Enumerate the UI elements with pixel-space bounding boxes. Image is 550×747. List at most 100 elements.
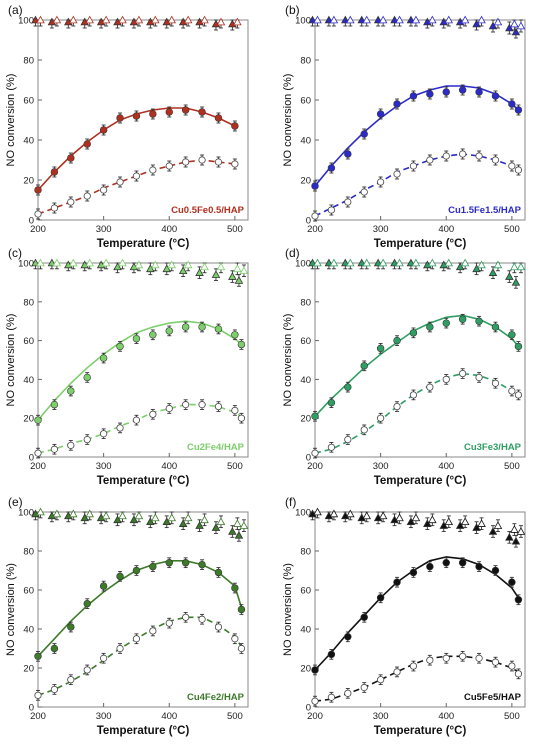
- data-point-filled-circle: [50, 168, 59, 176]
- data-point-filled-triangle: [357, 258, 366, 267]
- series-triangle-open: [313, 15, 526, 33]
- data-point-open-circle: [50, 445, 59, 453]
- series-circle-open: [34, 611, 246, 701]
- data-point-open-circle: [165, 619, 173, 627]
- x-axis-label: Temperature (°C): [374, 238, 467, 250]
- data-point-open-circle: [50, 685, 59, 694]
- data-point-open-triangle: [313, 258, 322, 267]
- data-point-filled-circle: [360, 613, 368, 621]
- series-circle-filled: [311, 557, 523, 676]
- data-point-open-triangle: [52, 15, 62, 24]
- series-circle-open: [311, 148, 523, 222]
- data-point-open-triangle: [395, 15, 404, 24]
- data-point-filled-circle: [327, 164, 336, 172]
- data-point-filled-circle: [34, 416, 42, 424]
- data-point-open-circle: [442, 152, 450, 160]
- series-triangle-filled: [31, 509, 244, 542]
- data-point-open-triangle: [101, 258, 111, 267]
- data-point-open-circle: [459, 150, 467, 158]
- data-point-open-circle: [475, 654, 483, 662]
- data-point-open-circle: [67, 441, 75, 449]
- data-point-filled-triangle: [406, 15, 416, 24]
- data-point-filled-triangle: [390, 15, 399, 24]
- data-point-filled-triangle: [308, 15, 317, 24]
- x-tick-label: 300: [96, 224, 112, 235]
- data-point-filled-triangle: [406, 258, 416, 267]
- panel-label: (e): [8, 495, 23, 509]
- series-circle-filled: [34, 104, 239, 196]
- data-point-filled-circle: [344, 150, 352, 158]
- data-point-filled-circle: [67, 623, 75, 631]
- y-tick-label: 0: [306, 453, 311, 464]
- data-point-open-triangle: [516, 21, 526, 30]
- series-triangle-filled: [308, 15, 521, 39]
- data-point-open-circle: [182, 401, 190, 409]
- data-point-filled-circle: [237, 340, 246, 349]
- x-tick-label: 300: [373, 224, 389, 235]
- data-point-open-triangle: [510, 262, 519, 271]
- y-tick-label: 20: [23, 414, 34, 425]
- sample-label: Cu1.5Fe1.5/HAP: [448, 205, 522, 216]
- data-point-open-triangle: [411, 15, 421, 24]
- series-circle-filled: [311, 313, 523, 422]
- data-point-open-triangle: [477, 15, 486, 24]
- data-point-filled-circle: [83, 140, 91, 148]
- data-point-open-triangle: [362, 258, 371, 267]
- plot-frame: [37, 19, 249, 221]
- data-point-open-triangle: [493, 17, 503, 26]
- data-point-filled-circle: [149, 562, 157, 571]
- data-point-open-circle: [377, 178, 385, 186]
- panel-label: (c): [8, 246, 22, 260]
- data-point-open-circle: [327, 443, 336, 451]
- data-point-open-circle: [491, 156, 500, 164]
- y-axis-label: NO conversion (%): [5, 74, 17, 167]
- data-point-open-circle: [344, 689, 352, 697]
- data-point-filled-triangle: [341, 258, 350, 267]
- data-point-filled-triangle: [129, 515, 139, 524]
- y-tick-label: 0: [306, 216, 311, 227]
- x-tick-label: 400: [161, 224, 177, 235]
- data-point-open-circle: [237, 414, 246, 422]
- data-point-open-triangle: [134, 511, 144, 520]
- data-point-filled-triangle: [324, 258, 334, 267]
- data-point-open-triangle: [167, 15, 177, 24]
- data-point-open-circle: [327, 206, 336, 214]
- panel-label: (b): [285, 3, 300, 17]
- data-point-filled-circle: [181, 106, 190, 114]
- data-point-filled-circle: [491, 92, 500, 100]
- data-point-open-circle: [327, 693, 336, 701]
- data-point-open-circle: [311, 212, 319, 220]
- plot-frame: [314, 19, 526, 221]
- fit-curve-dashed: [37, 616, 243, 697]
- data-point-filled-triangle: [31, 15, 40, 24]
- data-point-filled-triangle: [455, 262, 465, 271]
- data-point-filled-triangle: [47, 258, 57, 267]
- x-axis-label: Temperature (°C): [97, 238, 190, 250]
- data-point-open-triangle: [313, 15, 322, 24]
- data-point-open-circle: [514, 391, 523, 399]
- data-point-open-circle: [442, 375, 450, 383]
- data-point-open-circle: [508, 387, 516, 395]
- data-point-open-triangle: [239, 266, 249, 275]
- data-point-open-circle: [50, 204, 59, 212]
- data-point-open-circle: [100, 186, 108, 194]
- data-point-filled-circle: [409, 92, 418, 100]
- data-point-filled-triangle: [472, 523, 481, 531]
- y-tick-label: 20: [300, 414, 311, 425]
- data-point-open-triangle: [428, 258, 437, 267]
- data-point-filled-circle: [149, 331, 157, 339]
- data-point-open-circle: [426, 156, 434, 164]
- panel-6: 0 20 40 60 80 100 200 300 400 500 Temperature (°C)…: [282, 495, 526, 737]
- data-point-filled-circle: [237, 605, 246, 614]
- data-point-open-triangle: [118, 15, 127, 24]
- data-point-open-circle: [231, 160, 239, 168]
- data-point-open-triangle: [183, 260, 193, 269]
- data-point-filled-circle: [376, 344, 385, 353]
- series-triangle-filled: [308, 258, 521, 289]
- data-point-filled-triangle: [228, 527, 237, 535]
- data-point-open-circle: [198, 156, 206, 164]
- data-point-open-triangle: [444, 15, 454, 24]
- fit-curve-dashed: [37, 403, 242, 454]
- data-point-filled-circle: [508, 578, 516, 586]
- data-point-filled-triangle: [195, 268, 204, 276]
